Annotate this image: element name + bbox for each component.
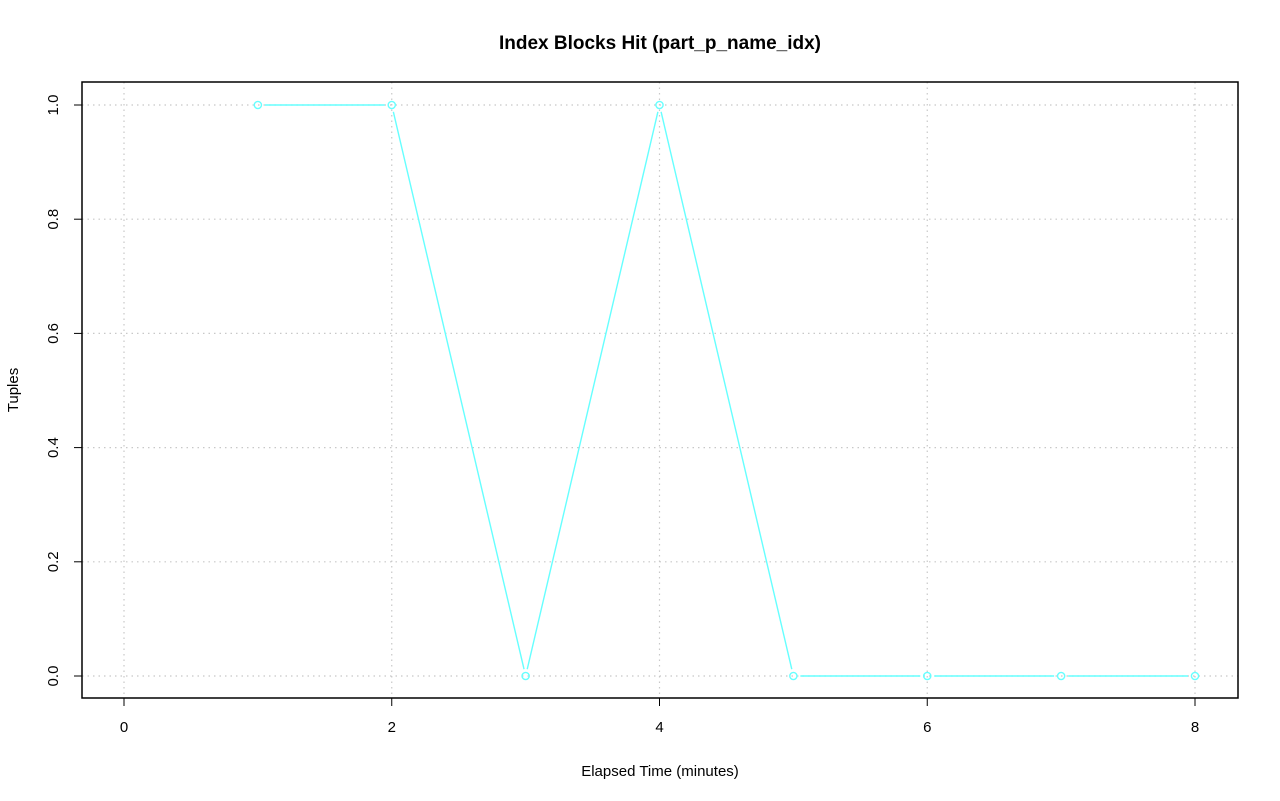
x-axis-label: Elapsed Time (minutes) — [581, 763, 739, 780]
y-tick-label-1: 0.2 — [45, 551, 62, 572]
y-axis: 0.0 0.2 0.4 0.6 0.8 1.0 — [45, 95, 83, 687]
x-tick-label-3: 6 — [923, 719, 931, 736]
y-tick-label-2: 0.4 — [45, 437, 62, 458]
data-point-7 — [1190, 671, 1200, 681]
data-point-6 — [1056, 671, 1066, 681]
y-axis-label: Tuples — [5, 368, 22, 412]
data-point-4 — [789, 671, 798, 681]
series-0 — [253, 100, 1200, 681]
x-axis: 0 2 4 6 8 — [120, 697, 1199, 736]
data-point-3 — [655, 100, 664, 110]
x-tick-label-4: 8 — [1191, 719, 1199, 736]
y-tick-label-5: 1.0 — [45, 95, 62, 116]
series-line-segment-1 — [392, 111, 525, 670]
y-tick-label-0: 0.0 — [45, 666, 62, 687]
grid — [82, 82, 1238, 698]
chart-title: Index Blocks Hit (part_p_name_idx) — [499, 33, 821, 54]
series-line-segment-2 — [526, 111, 659, 670]
series-layer — [253, 100, 1200, 681]
x-tick-label-0: 0 — [120, 719, 128, 736]
x-tick-label-2: 4 — [655, 719, 663, 736]
x-tick-label-1: 2 — [388, 719, 396, 736]
data-point-5 — [922, 671, 932, 681]
series-line-segment-3 — [660, 111, 793, 670]
data-point-0 — [253, 100, 263, 110]
y-tick-label-3: 0.6 — [45, 323, 62, 344]
data-point-1 — [387, 100, 397, 110]
y-tick-label-4: 0.8 — [45, 209, 62, 230]
data-point-2 — [521, 671, 530, 681]
